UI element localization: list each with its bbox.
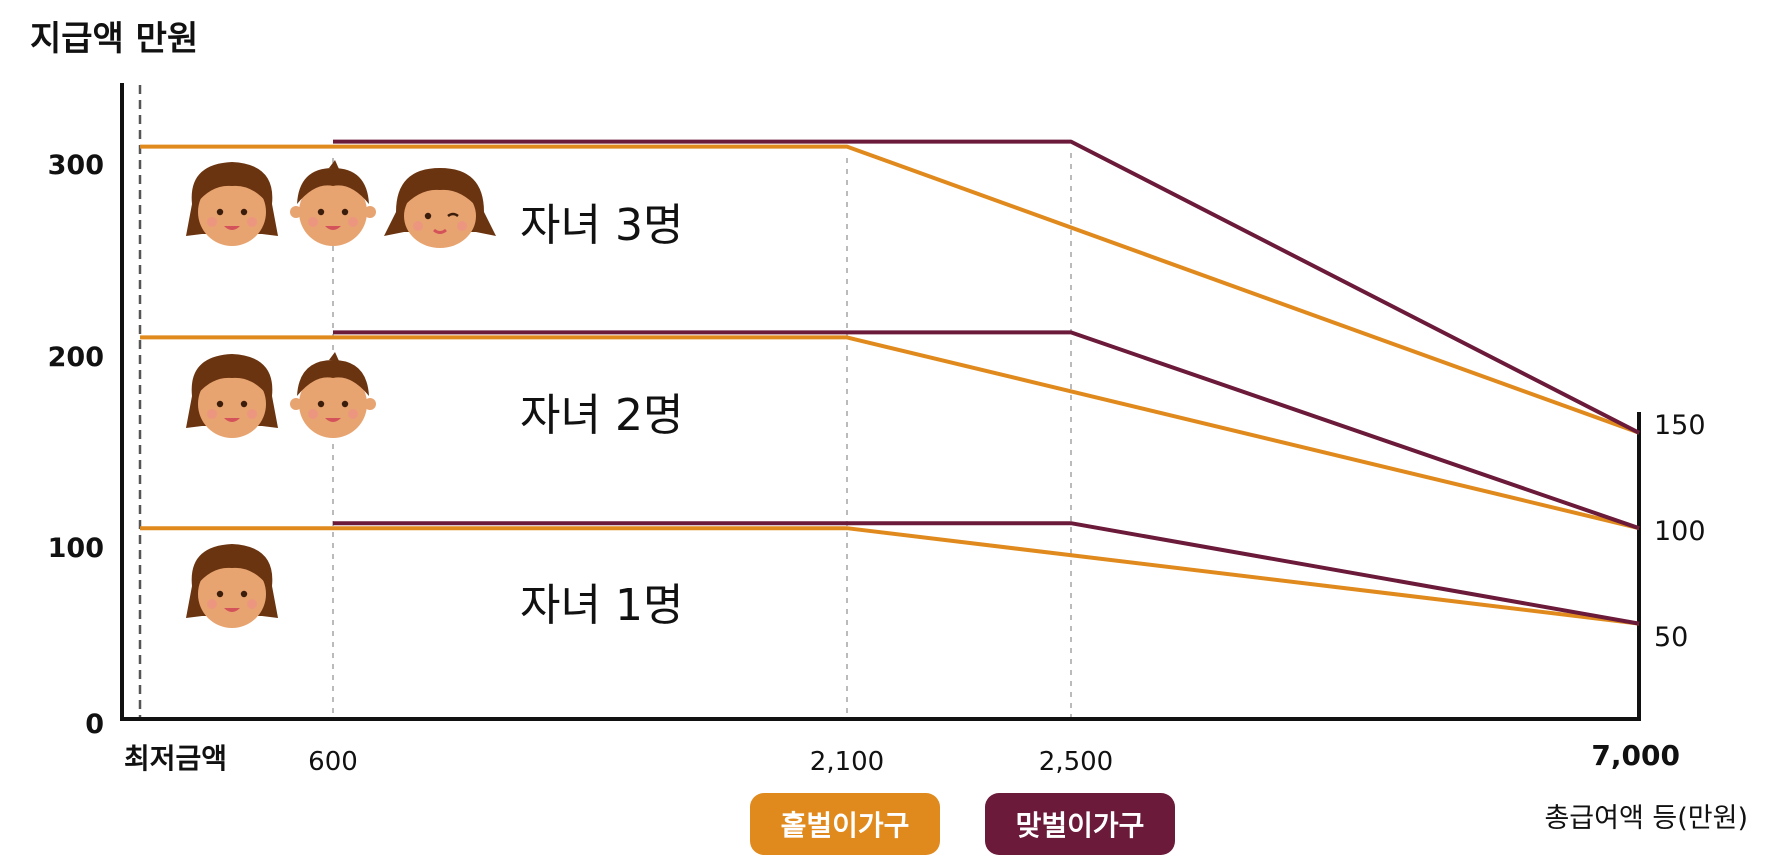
x-tick-2500: 2,500	[1039, 747, 1113, 777]
girl-face-icon	[186, 354, 278, 438]
legend-single-income: 홑벌이가구	[750, 793, 940, 855]
group-label-3: 자녀 3명	[520, 200, 683, 251]
girl-face-icon	[186, 162, 278, 246]
right-tick-50: 50	[1654, 622, 1688, 653]
x-tick-7000: 7,000	[1591, 739, 1680, 772]
gridlines	[138, 85, 1072, 718]
series-line-single-group-2	[140, 335, 1640, 531]
children-icons	[186, 160, 498, 628]
right-tick-100: 100	[1654, 516, 1706, 547]
series-lines	[140, 139, 1640, 626]
y-axis-title: 지급액 만원	[30, 19, 198, 59]
series-line-dual-group-2	[333, 330, 1640, 531]
y-tick-300: 300	[48, 150, 104, 181]
y-tick-200: 200	[48, 342, 104, 373]
legend-dual-income: 맞벌이가구	[985, 793, 1175, 855]
series-line-dual-group-3	[333, 139, 1640, 435]
x-tick-min: 최저금액	[124, 742, 227, 775]
x-axis-title: 총급여액 등(만원)	[1544, 803, 1748, 834]
boy-face-icon	[290, 160, 376, 246]
boy-face-icon	[290, 352, 376, 438]
girl-face-icon	[186, 544, 278, 628]
x-tick-2100: 2,100	[810, 747, 884, 777]
series-line-dual-group-1	[333, 521, 1640, 626]
series-line-single-group-3	[140, 144, 1640, 435]
girl-face-icon	[382, 166, 498, 250]
group-label-1: 자녀 1명	[520, 580, 683, 631]
y-tick-0: 0	[85, 709, 104, 740]
axes	[120, 83, 1641, 721]
group-label-2: 자녀 2명	[520, 390, 683, 441]
right-tick-150: 150	[1654, 410, 1706, 441]
y-tick-100: 100	[48, 533, 104, 564]
series-line-single-group-1	[140, 526, 1640, 626]
x-tick-600: 600	[308, 747, 358, 777]
